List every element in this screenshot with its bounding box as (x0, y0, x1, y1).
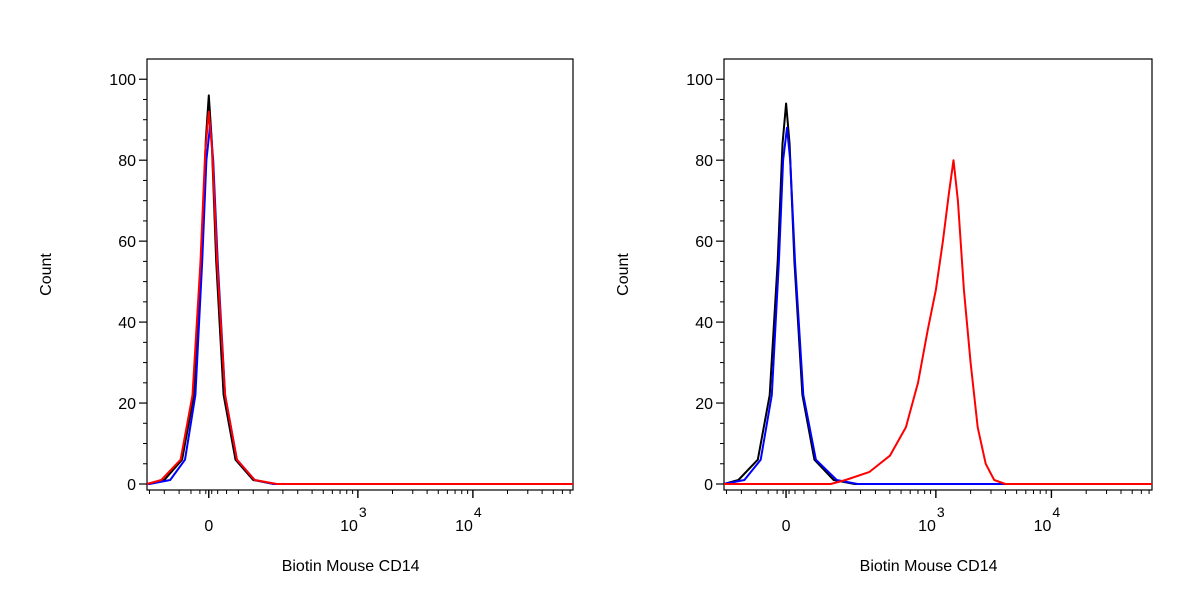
x-tick-exponent: 4 (1052, 504, 1060, 520)
y-tick-label: 40 (695, 315, 713, 332)
histogram-series-1 (146, 94, 573, 485)
y-axis: 0 20 40 60 80 100 (109, 72, 147, 494)
x-tick-exponent: 3 (359, 504, 367, 520)
y-tick-label: 60 (695, 234, 713, 251)
y-tick-label: 20 (695, 396, 713, 413)
y-tick-label: 20 (118, 396, 136, 413)
y-tick-label: 80 (695, 153, 713, 170)
y-axis-label: Count (38, 253, 55, 296)
x-axis-label: Biotin Mouse CD14 (860, 558, 998, 575)
y-tick-label: 60 (118, 234, 136, 251)
x-tick-label: 10 (455, 518, 473, 535)
plot-frame (146, 58, 574, 491)
y-tick-label: 100 (109, 72, 136, 89)
y-axis: 0 20 40 60 80 100 (686, 72, 724, 494)
histogram-series-3 (146, 110, 573, 485)
histogram-series-1 (723, 102, 1152, 485)
y-tick-label: 80 (118, 153, 136, 170)
x-tick-label: 10 (1034, 518, 1052, 535)
x-tick-exponent: 3 (937, 504, 945, 520)
y-tick-label: 0 (704, 477, 713, 494)
y-tick-label: 0 (127, 477, 136, 494)
histogram-series-2 (723, 126, 1152, 485)
y-tick-label: 100 (686, 72, 713, 89)
y-tick-label: 40 (118, 315, 136, 332)
x-tick-exponent: 4 (474, 504, 482, 520)
x-tick-label: 0 (782, 518, 791, 535)
histogram-series-2 (147, 122, 573, 485)
x-tick-label: 10 (340, 518, 358, 535)
histogram-series-3 (724, 159, 1152, 485)
x-tick-label: 10 (918, 518, 936, 535)
x-tick-label: 0 (204, 518, 213, 535)
plot-frame (723, 58, 1153, 491)
y-axis-label: Count (615, 253, 632, 296)
x-axis-label: Biotin Mouse CD14 (282, 558, 420, 575)
